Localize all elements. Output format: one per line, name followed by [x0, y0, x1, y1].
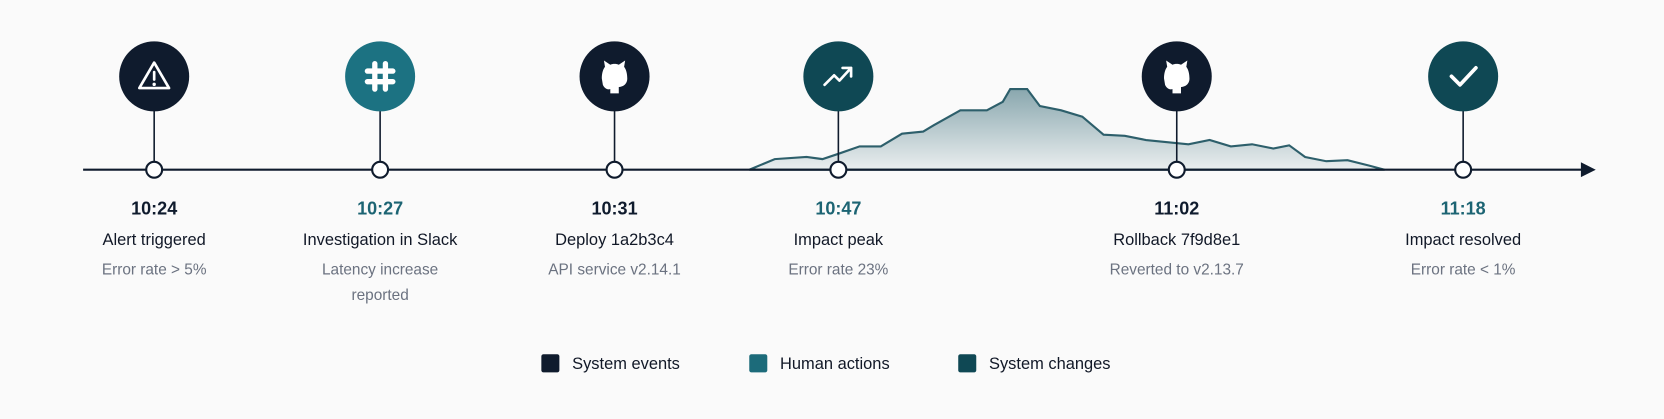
event-title: Rollback 7f9d8e1 — [1113, 231, 1240, 249]
legend-label: System events — [572, 355, 680, 373]
icon-circle — [1428, 41, 1499, 112]
event-time: 10:27 — [357, 198, 403, 218]
legend-swatch — [958, 354, 977, 373]
icon-glyph — [377, 74, 383, 79]
subtitle-line: reported — [351, 287, 408, 304]
event-time: 10:47 — [815, 198, 861, 218]
axis-node — [1167, 160, 1186, 179]
legend-swatch — [541, 354, 560, 373]
event-time: 11:18 — [1441, 198, 1486, 218]
axis-node — [829, 160, 848, 179]
impact-area — [748, 88, 1385, 171]
event-title: Impact peak — [794, 231, 884, 249]
icon-glyph — [137, 61, 171, 90]
icon-glyph — [823, 66, 853, 87]
event-time: 11:02 — [1154, 198, 1199, 218]
axis-node — [371, 160, 390, 179]
axis-arrow — [1580, 162, 1596, 178]
event-title: Investigation in Slack — [303, 231, 458, 249]
legend-label: Human actions — [780, 355, 890, 373]
event-icon — [579, 41, 650, 112]
icon-glyph — [152, 82, 156, 87]
event-subtitle: Error rate 23% — [788, 262, 888, 279]
event-subtitle: API service v2.14.1 — [548, 262, 680, 279]
axis-node — [145, 160, 164, 179]
event-icon — [345, 41, 416, 112]
subtitle-line: Latency increase — [322, 262, 438, 279]
event-subtitle: Error rate > 5% — [102, 262, 207, 279]
event-icon — [803, 41, 874, 112]
event-icon — [119, 41, 190, 112]
event-time: 10:31 — [592, 198, 638, 218]
event-icon — [1141, 41, 1212, 112]
event-icon — [1428, 41, 1499, 112]
icon-glyph — [601, 60, 628, 94]
legend-swatch — [749, 354, 768, 373]
icon-circle — [803, 41, 874, 112]
event-subtitle: Latency increase reported — [322, 262, 438, 304]
event-title: Deploy 1a2b3c4 — [555, 231, 674, 249]
event-time: 10:24 — [131, 198, 177, 218]
legend-label: System changes — [989, 355, 1111, 373]
event-subtitle: Error rate < 1% — [1411, 262, 1516, 279]
axis-node — [605, 160, 624, 179]
icon-glyph — [1164, 60, 1190, 94]
axis-node — [1454, 160, 1473, 179]
icon-glyph — [1449, 66, 1478, 87]
event-subtitle: Reverted to v2.13.7 — [1110, 262, 1244, 279]
event-title: Impact resolved — [1405, 231, 1521, 249]
event-title: Alert triggered — [103, 231, 206, 249]
